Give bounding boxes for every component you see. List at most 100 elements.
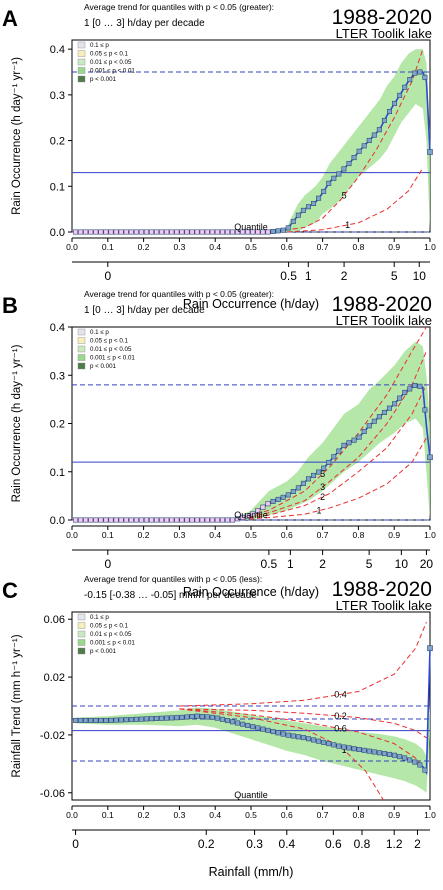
trend-marker [371,418,377,424]
panel-a: A Average trend for quantiles with p < 0.… [2,2,436,311]
trend-note-line2: 1 [0 … 3] h/day per decade [84,18,205,29]
trend-marker [290,733,296,739]
legend-swatch [77,345,86,353]
trend-marker [427,645,433,651]
trend-marker [422,407,428,413]
trend-marker [300,207,306,213]
trend-marker [376,750,382,756]
trend-marker [199,714,205,720]
y-axis-label: Rain Occurrence (h day⁻¹ yr⁻¹) [11,57,23,215]
chart-subtitle: LTER Toolik lake [336,313,432,328]
trend-marker [103,717,109,723]
dashed-curve [179,621,427,707]
trend-marker [250,511,256,517]
trend-marker [402,84,408,90]
legend-label: 0.1 ≤ p [90,42,109,49]
trend-marker [402,389,408,395]
legend-label: 0.05 ≤ p < 0.1 [90,623,129,630]
dashed-curve-label: 0.6 [334,724,347,734]
trend-marker [93,517,99,523]
dashed-curve-label: 5 [320,469,325,479]
trend-marker [392,401,398,407]
trend-marker [376,414,382,420]
trend-marker [103,229,109,235]
trend-marker [123,229,129,235]
value-tick-label: 0.5 [280,269,297,283]
trend-marker [402,755,408,761]
legend-swatch [77,613,86,621]
trend-marker [397,395,403,401]
legend-swatch [77,328,86,336]
trend-marker [245,229,251,235]
value-tick-label: 5 [366,557,373,571]
trend-marker [230,517,236,523]
trend-marker [280,494,286,500]
trend-marker [154,715,160,721]
trend-marker [78,517,84,523]
trend-marker [169,715,175,721]
trend-marker [123,717,129,723]
trend-marker [108,229,114,235]
trend-marker [219,229,225,235]
value-tick-label: 10 [395,557,409,571]
trend-marker [240,721,246,727]
value-tick-label: 5 [391,269,398,283]
trend-marker [133,229,139,235]
trend-marker [88,517,94,523]
trend-marker [346,440,352,446]
quantile-tick-label: 0.7 [317,810,329,820]
dashed-curve [286,167,424,233]
trend-marker [407,386,413,392]
trend-marker [149,716,155,722]
y-tick-label: 0.0 [50,515,65,527]
trend-marker [361,143,367,149]
trend-marker [123,517,129,523]
trend-marker [422,767,428,773]
trend-marker [179,229,185,235]
trend-marker [230,719,236,725]
trend-marker [371,132,377,138]
trend-marker [305,736,311,742]
trend-marker [316,195,322,201]
trend-marker [204,714,210,720]
trend-marker [265,229,271,235]
quantile-tick-label: 0.3 [173,242,185,252]
trend-marker [321,465,327,471]
trend-marker [316,469,322,475]
y-tick-label: 0.02 [44,672,65,684]
trend-marker [331,454,337,460]
trend-marker [407,77,413,83]
trend-marker [270,498,276,504]
trend-marker [295,212,301,218]
significance-band [75,49,430,233]
trend-note-line1: Average trend for quantiles with p < 0.0… [84,574,262,584]
quantile-tick-label: 0.4 [209,242,221,252]
chart-title: 1988-2020 [332,293,432,316]
trend-marker [392,752,398,758]
quantile-tick-label: 0.4 [209,530,221,540]
quantile-tick-label: 0.7 [317,242,329,252]
trend-marker [407,757,413,763]
trend-marker [108,517,114,523]
trend-marker [285,492,291,498]
y-tick-label: -0.06 [40,788,65,800]
legend-swatch [77,639,86,646]
value-tick-label: 20 [420,557,434,571]
legend-label: 0.01 ≤ p < 0.05 [90,59,132,66]
trend-marker [83,229,89,235]
trend-marker [118,517,124,523]
trend-marker [412,70,418,76]
trend-marker [78,717,84,723]
trend-marker [321,739,327,745]
trend-marker [265,727,271,733]
trend-marker [381,117,387,123]
trend-marker [230,229,236,235]
value-tick-label: 0.5 [261,557,278,571]
trend-marker [366,423,372,429]
trend-marker [245,722,251,728]
trend-marker [331,742,337,748]
trend-note-line1: Average trend for quantiles with p < 0.0… [84,2,274,12]
trend-marker [331,175,337,181]
trend-marker [417,762,423,768]
